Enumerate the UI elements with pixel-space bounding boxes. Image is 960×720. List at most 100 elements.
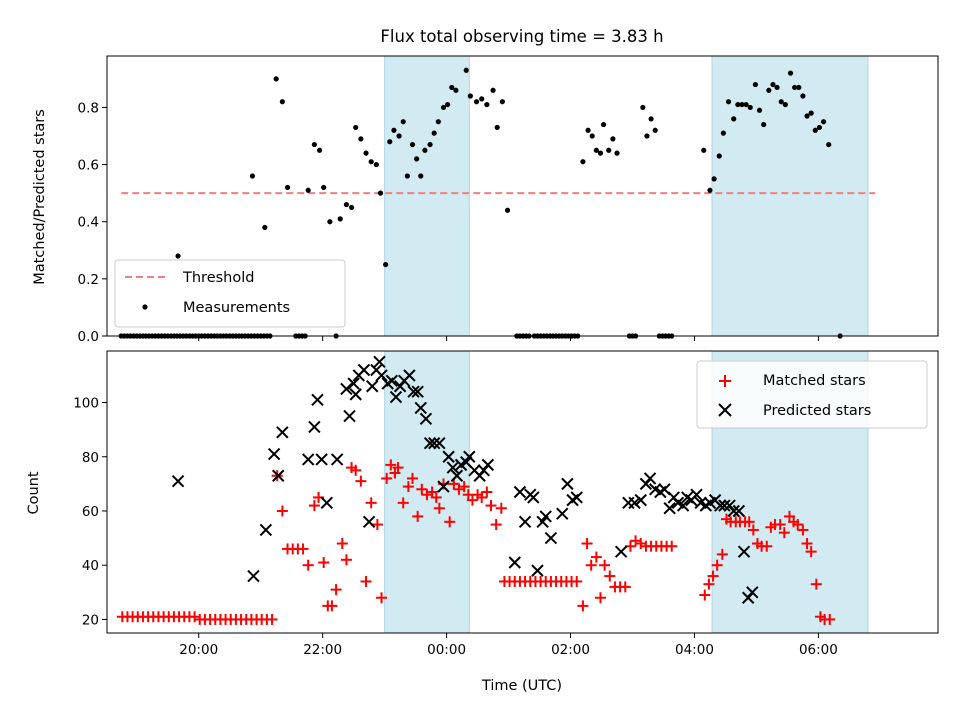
predicted-star-point — [527, 491, 540, 504]
predicted-star-point — [746, 586, 759, 599]
matched-star-point — [699, 589, 711, 601]
predicted-star-point — [330, 453, 344, 466]
matched-star-point — [276, 505, 288, 517]
matched-star-point — [416, 483, 428, 495]
matched-star-point — [716, 548, 728, 560]
y-tick-label: 0.2 — [78, 272, 99, 288]
measurement-point — [409, 141, 416, 148]
x-tick-label: 20:00 — [179, 642, 218, 658]
measurement-point — [321, 184, 327, 191]
y-tick-label: 0.8 — [78, 100, 99, 116]
predicted-star-point — [450, 469, 464, 482]
y-tick-label: 0.4 — [78, 215, 99, 231]
top-x-ticks — [198, 336, 819, 341]
predicted-star-point — [419, 412, 433, 425]
matched-star-point — [412, 510, 424, 522]
matched-star-point — [495, 502, 507, 514]
measurement-point — [484, 101, 490, 108]
predicted-star-point — [403, 369, 416, 382]
measurement-point — [311, 141, 317, 148]
predicted-star-point — [539, 510, 552, 523]
predicted-star-point — [411, 385, 424, 398]
measurement-point — [353, 124, 359, 131]
measurement-point — [377, 190, 384, 196]
predicted-star-point — [561, 477, 574, 491]
matched-star-point — [385, 459, 397, 471]
measurement-point — [435, 119, 441, 125]
bottom-panel: 20 40 60 80 100 20:00 22:00 00:00 02:00 04:00 06:… — [26, 350, 939, 694]
measurement-point — [404, 173, 410, 179]
top-legend: Threshold Measurements — [114, 259, 346, 328]
predicted-star-point — [407, 385, 420, 398]
matched-star-point — [481, 486, 493, 498]
y-tick-label: 40 — [82, 558, 99, 574]
measurement-point — [316, 147, 323, 153]
measurement-point — [652, 127, 658, 133]
predicted-star-point — [508, 556, 521, 569]
measurement-point — [387, 139, 393, 145]
measurement-point — [644, 133, 650, 139]
matched-star-point — [308, 500, 320, 512]
bottom-legend-box — [696, 360, 928, 429]
predicted-star-point — [340, 382, 353, 396]
predicted-star-point — [643, 472, 657, 485]
measurement-point — [284, 184, 291, 191]
predicted-star-point — [308, 420, 321, 434]
x-tick-label: 06:00 — [799, 642, 838, 658]
legend-measurements-label: Measurements — [183, 300, 290, 316]
matched-star-point — [619, 581, 631, 593]
shaded-interval — [711, 55, 869, 337]
top-y-ticks: 0.0 0.2 0.4 0.6 0.8 — [78, 100, 107, 345]
x-tick-label: 04:00 — [675, 642, 714, 658]
predicted-star-point — [385, 374, 399, 388]
predicted-star-point — [718, 499, 731, 512]
measurement-point — [249, 173, 256, 179]
measurement-point — [422, 147, 428, 153]
measurement-point — [479, 96, 485, 102]
measurement-point — [463, 67, 469, 73]
predicted-star-point — [373, 355, 386, 369]
measurement-point — [701, 147, 707, 153]
measurement-point — [580, 159, 586, 165]
legend-predicted-swatch — [718, 403, 732, 417]
predicted-star-point — [311, 393, 324, 407]
measurement-point — [796, 84, 802, 91]
measurement-point — [383, 261, 389, 268]
measurement-point — [440, 104, 447, 111]
measurement-point — [774, 84, 780, 91]
bottom-x-ticks: 20:00 22:00 00:00 02:00 04:00 06:00 — [179, 633, 838, 658]
measurement-point — [804, 113, 810, 119]
matched-star-point — [355, 475, 367, 487]
measurement-point — [490, 87, 496, 93]
measurement-point — [600, 121, 607, 128]
matched-star-point — [792, 519, 804, 531]
predicted-star-point — [544, 531, 558, 545]
measurement-point — [752, 81, 758, 88]
measurement-point — [816, 124, 823, 131]
measurement-point — [368, 159, 374, 165]
shaded-interval — [384, 55, 470, 337]
measurement-point — [743, 101, 749, 108]
matched-star-point — [485, 500, 497, 512]
predicted-star-point — [414, 401, 427, 415]
measurement-point — [400, 119, 406, 125]
chart-title: Flux total observing time = 3.83 h — [380, 27, 663, 46]
measurement-point — [427, 141, 433, 148]
measurement-point — [792, 84, 798, 91]
measurement-point — [504, 207, 511, 213]
predicted-star-point — [366, 380, 379, 393]
measurement-point — [640, 104, 646, 111]
predicted-star-point — [570, 491, 583, 504]
measurement-point — [716, 153, 722, 159]
y-tick-label: 100 — [73, 396, 99, 412]
legend-measurement-swatch — [142, 304, 148, 310]
matched-star-point — [747, 524, 759, 536]
x-axis-label: Time (UTC) — [481, 678, 562, 694]
measurement-point — [343, 201, 350, 208]
measurement-point — [761, 121, 767, 128]
predicted-star-point — [320, 496, 333, 510]
predicted-star-point — [690, 488, 703, 501]
predicted-star-point — [427, 436, 441, 450]
matched-star-point — [585, 559, 597, 571]
